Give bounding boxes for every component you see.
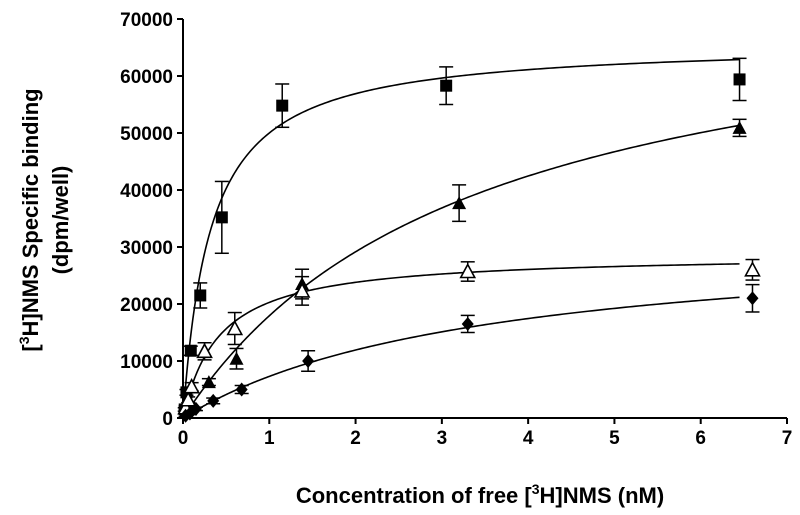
y-tick-label: 10000	[120, 352, 173, 373]
marker-diamond-filled	[207, 393, 220, 408]
axes	[177, 18, 788, 424]
marker-triangle-open	[293, 282, 311, 298]
data-markers	[177, 73, 761, 423]
marker-triangle-open	[744, 261, 761, 277]
marker-triangle-open	[226, 319, 244, 336]
x-tick-label: 1	[264, 428, 275, 449]
x-axis-title: Concentration of free [3H]NMS (nM)	[296, 481, 664, 508]
tick-labels: 0 1 2 3 4 5 6 7 0 10000 20000 30000 40000 50000 60000 7…	[120, 10, 792, 449]
x-tick-label: 5	[609, 428, 620, 449]
fit-curves	[182, 58, 740, 419]
x-tick-label: 2	[350, 428, 361, 449]
y-tick-label: 50000	[120, 124, 173, 145]
y-axis-title: [3H]NMS Specific binding	[16, 88, 43, 351]
x-tick-label: 3	[437, 428, 448, 449]
fit-curve-triangle-open	[182, 263, 740, 418]
marker-diamond-filled	[235, 382, 248, 397]
x-tick-label: 4	[523, 428, 534, 449]
marker-diamond-filled	[189, 401, 202, 416]
x-tick-label: 7	[782, 428, 793, 449]
fit-curve-square-filled	[182, 58, 740, 415]
marker-triangle-open	[179, 391, 197, 407]
marker-diamond-filled	[461, 316, 474, 331]
marker-square-filled	[184, 344, 197, 357]
y-tick-label: 0	[162, 409, 173, 430]
marker-triangle-filled	[452, 196, 467, 210]
y-tick-label: 30000	[120, 238, 173, 259]
error-bars	[177, 57, 760, 418]
marker-triangle-open	[183, 377, 200, 394]
marker-square-filled	[276, 99, 289, 112]
marker-diamond-filled	[302, 354, 315, 368]
y-tick-label: 60000	[120, 67, 173, 88]
x-tick-label: 0	[178, 428, 189, 449]
marker-triangle-filled	[201, 375, 216, 389]
marker-square-filled	[733, 73, 746, 86]
marker-triangle-filled	[732, 120, 747, 134]
x-tick-label: 6	[695, 428, 706, 449]
marker-diamond-filled	[746, 291, 759, 306]
marker-square-filled	[440, 79, 453, 92]
y-tick-label: 40000	[120, 181, 173, 202]
marker-square-filled	[194, 289, 207, 302]
marker-square-filled	[215, 211, 228, 224]
y-tick-label: 20000	[120, 295, 173, 316]
fit-curve-triangle-filled	[182, 124, 740, 419]
y-tick-label: 70000	[120, 10, 173, 31]
marker-triangle-open	[459, 262, 477, 279]
marker-triangle-open	[196, 342, 213, 359]
marker-triangle-filled	[229, 351, 244, 365]
y-axis-title-units: (dpm/well)	[48, 166, 73, 275]
